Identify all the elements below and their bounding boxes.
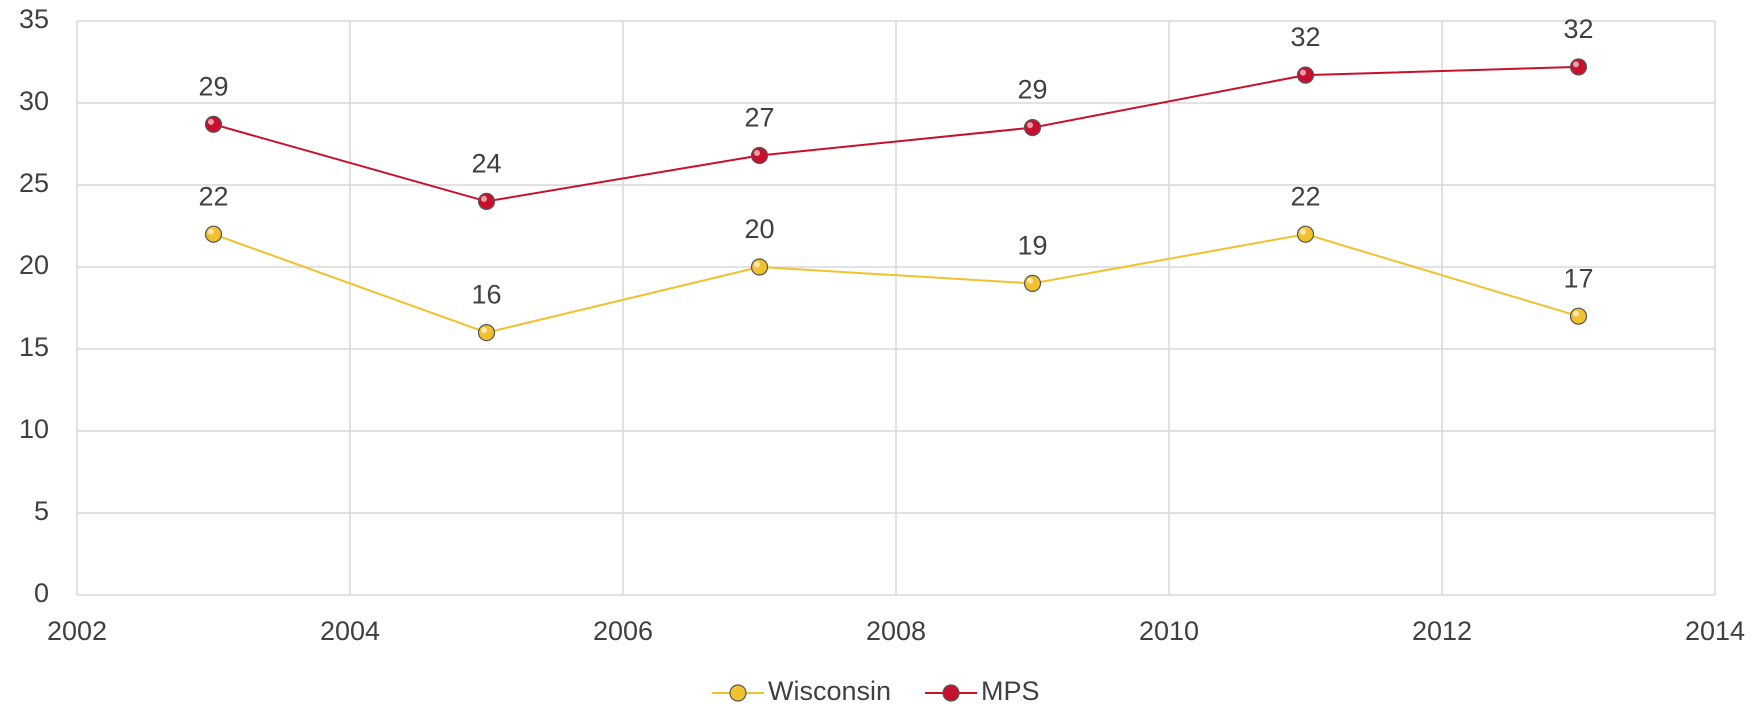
x-tick-label: 2004 bbox=[320, 616, 380, 646]
grid bbox=[76, 20, 1716, 596]
x-tick-label: 2010 bbox=[1139, 616, 1199, 646]
marker bbox=[1569, 307, 1588, 325]
marker-highlight bbox=[1300, 69, 1306, 76]
series-line bbox=[213, 65, 1579, 203]
data-label: 32 bbox=[1290, 22, 1320, 52]
data-label: 22 bbox=[1290, 181, 1320, 211]
marker bbox=[1296, 225, 1315, 243]
y-tick-label: 25 bbox=[19, 168, 49, 198]
marker bbox=[750, 258, 769, 276]
y-tick-label: 35 bbox=[19, 4, 49, 34]
marker bbox=[1023, 274, 1042, 292]
data-label: 24 bbox=[471, 149, 501, 179]
x-tick-label: 2006 bbox=[593, 616, 653, 646]
y-tick-label: 20 bbox=[19, 250, 49, 280]
marker bbox=[1296, 66, 1315, 84]
legend-label: MPS bbox=[981, 676, 1040, 706]
marker-highlight bbox=[1027, 277, 1033, 284]
data-label: 17 bbox=[1563, 263, 1593, 293]
marker-highlight bbox=[1573, 310, 1579, 317]
data-label: 19 bbox=[1017, 231, 1047, 261]
y-tick-label: 5 bbox=[34, 496, 49, 526]
y-tick-label: 10 bbox=[19, 414, 49, 444]
marker bbox=[204, 115, 223, 133]
y-tick-label: 30 bbox=[19, 86, 49, 116]
marker-highlight bbox=[481, 327, 487, 334]
marker bbox=[477, 192, 496, 210]
data-label: 20 bbox=[744, 214, 774, 244]
marker-highlight bbox=[1300, 228, 1306, 235]
marker bbox=[750, 146, 769, 165]
legend-marker bbox=[729, 684, 747, 702]
marker bbox=[1023, 118, 1042, 137]
data-label: 22 bbox=[198, 181, 228, 211]
y-tick-label: 0 bbox=[34, 578, 49, 608]
plot bbox=[204, 58, 1588, 342]
marker-highlight bbox=[208, 118, 214, 125]
data-label: 27 bbox=[744, 103, 774, 133]
marker-highlight bbox=[481, 195, 487, 202]
x-tick-label: 2002 bbox=[47, 616, 107, 646]
x-tick-label: 2012 bbox=[1412, 616, 1472, 646]
legend-label: Wisconsin bbox=[768, 676, 891, 706]
marker-highlight bbox=[208, 228, 214, 235]
marker-highlight bbox=[1573, 61, 1579, 68]
data-label: 29 bbox=[198, 71, 228, 101]
marker-highlight bbox=[754, 261, 760, 268]
legend-marker bbox=[942, 684, 960, 702]
marker bbox=[477, 324, 496, 342]
x-tick-label: 2014 bbox=[1685, 616, 1745, 646]
data-label: 16 bbox=[471, 280, 501, 310]
series-line bbox=[213, 233, 1579, 334]
x-tick-label: 2008 bbox=[866, 616, 926, 646]
data-label: 32 bbox=[1563, 14, 1593, 44]
marker-highlight bbox=[754, 149, 760, 156]
marker bbox=[1569, 58, 1588, 76]
marker bbox=[204, 225, 223, 243]
marker-highlight bbox=[1027, 122, 1033, 129]
y-tick-label: 15 bbox=[19, 332, 49, 362]
data-label: 29 bbox=[1017, 75, 1047, 105]
